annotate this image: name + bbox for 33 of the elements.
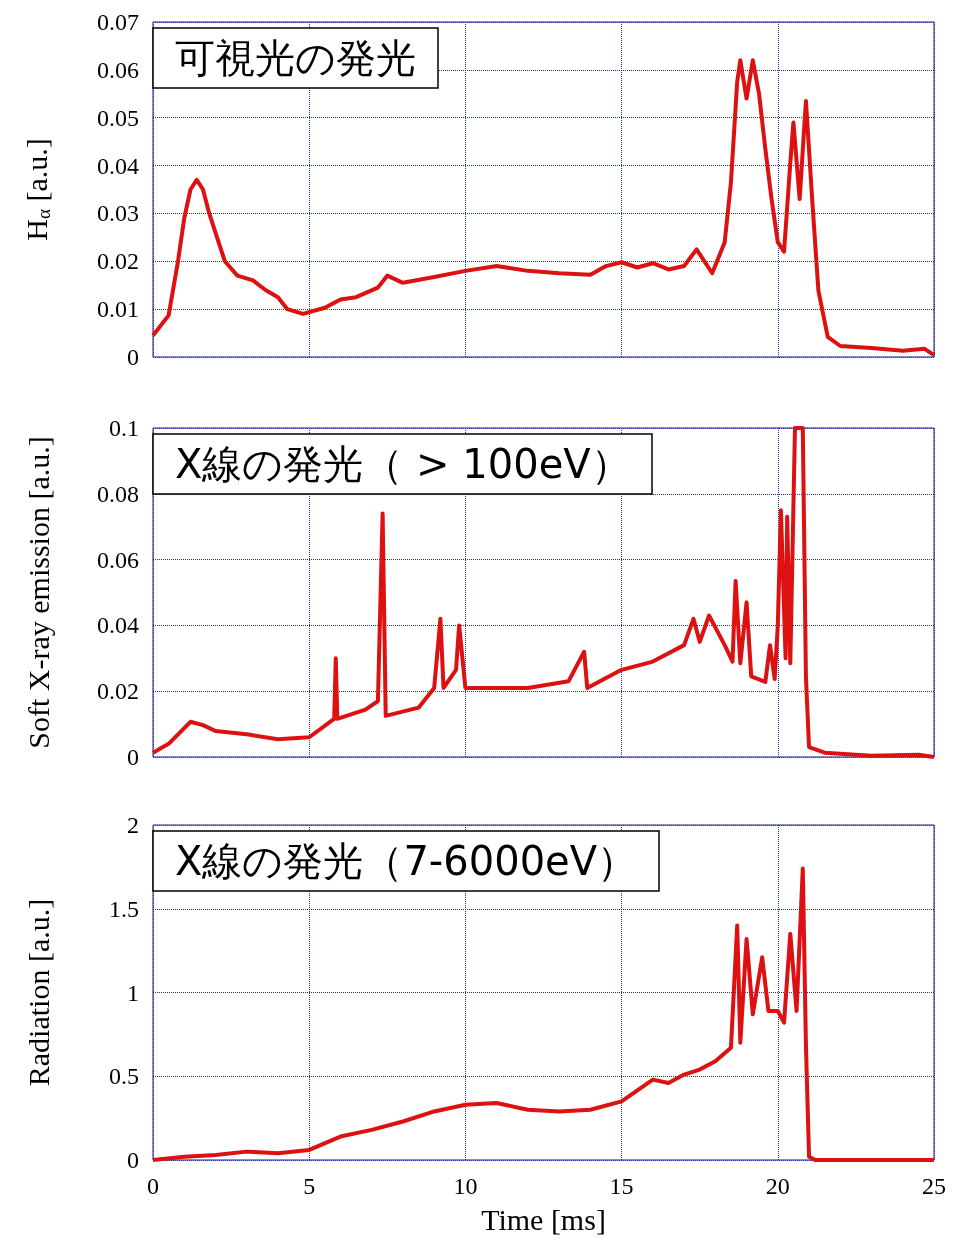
y-tick-label: 0.5 bbox=[109, 1063, 139, 1090]
line-series bbox=[151, 426, 936, 759]
y-tick-label: 0.02 bbox=[97, 678, 139, 705]
x-axis-title: Time [ms] bbox=[481, 1202, 606, 1236]
chart-title: 可視光の発光 bbox=[175, 35, 416, 81]
y-tick-label: 0.02 bbox=[97, 248, 139, 275]
y-tick-label: 0.05 bbox=[97, 104, 139, 131]
y-axis-title: Radiation [a.u.] bbox=[21, 898, 55, 1087]
x-tick-label: 10 bbox=[453, 1173, 478, 1199]
chart-title: X線の発光（7-6000eV） bbox=[175, 838, 638, 884]
y-tick-label: 1 bbox=[127, 979, 139, 1006]
y-tick-label: 1.5 bbox=[109, 895, 139, 922]
x-tick-label: 0 bbox=[147, 1173, 159, 1199]
y-tick-label: 2 bbox=[127, 812, 139, 838]
y-tick-label: 0.06 bbox=[97, 56, 139, 83]
chart-title: X線の発光（ > 100eV） bbox=[175, 441, 631, 487]
x-tick-label: 25 bbox=[922, 1173, 946, 1199]
y-tick-label: 0.1 bbox=[109, 415, 139, 441]
x-tick-label: 5 bbox=[303, 1173, 316, 1199]
y-axis-title: Hα [a.u.] bbox=[20, 138, 54, 241]
y-tick-label: 0.04 bbox=[97, 152, 139, 179]
y-tick-label: 0 bbox=[127, 744, 139, 770]
y-tick-label: 0.07 bbox=[97, 9, 139, 35]
y-axis-title: Soft X-ray emission [a.u.] bbox=[21, 436, 55, 749]
y-tick-label: 0 bbox=[127, 1147, 139, 1173]
x-tick-label: 15 bbox=[609, 1173, 634, 1199]
y-tick-label: 0 bbox=[127, 344, 139, 370]
y-tick-label: 0.03 bbox=[97, 200, 139, 227]
y-tick-label: 0.04 bbox=[97, 612, 139, 639]
x-tick-label: 20 bbox=[765, 1173, 790, 1199]
y-tick-label: 0.08 bbox=[97, 480, 139, 507]
y-tick-label: 0.06 bbox=[97, 546, 139, 573]
y-tick-label: 0.01 bbox=[97, 296, 139, 323]
